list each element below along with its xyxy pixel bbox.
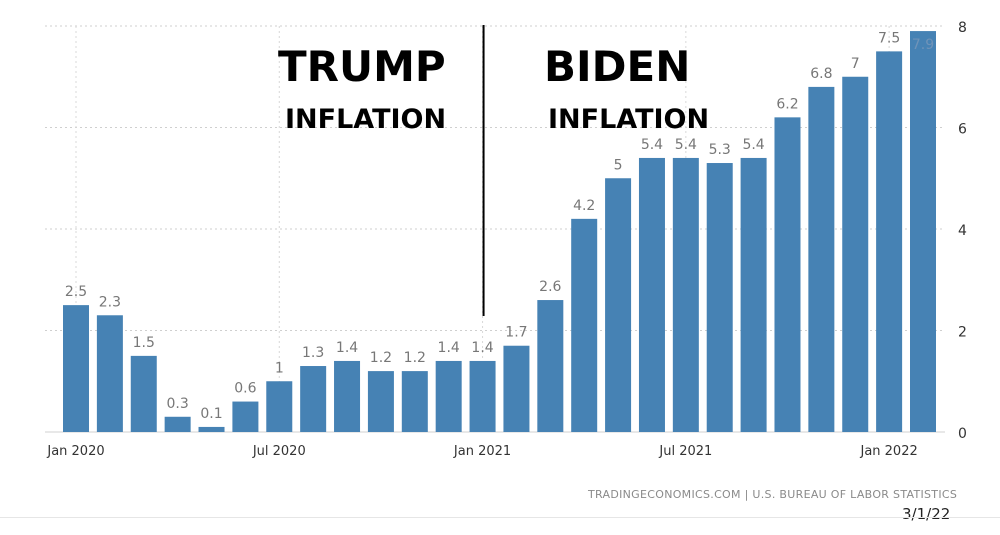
data-label: 0.6: [234, 381, 256, 397]
bar-sep-2021: [740, 157, 767, 432]
bar-aug-2020: [300, 366, 327, 432]
x-tick-label: Jan 2021: [453, 444, 511, 459]
bar-apr-2021: [571, 218, 598, 432]
bar-jan-2020: [63, 305, 89, 432]
data-label: 2.6: [539, 279, 561, 295]
bar-may-2020: [198, 426, 225, 432]
data-label: 1.4: [438, 340, 460, 356]
data-label: 1.3: [302, 345, 324, 361]
x-tick-label: Jul 2020: [252, 444, 306, 459]
data-label: 0.3: [167, 396, 189, 412]
bar-nov-2021: [808, 86, 835, 433]
bar-oct-2021: [774, 117, 801, 432]
bar-oct-2020: [367, 371, 394, 432]
bar-jan-2021: [469, 360, 496, 432]
data-label: 1.4: [336, 340, 358, 356]
bar-may-2021: [605, 178, 632, 432]
y-tick-label: 2: [958, 325, 967, 341]
y-tick-label: 8: [958, 20, 967, 36]
data-label: 0.1: [200, 406, 222, 422]
source-credit: TRADINGECONOMICS.COM | U.S. BUREAU OF LA…: [588, 488, 958, 501]
data-label: 1.2: [404, 350, 426, 366]
bar-jul-2021: [672, 157, 699, 432]
y-tick-label: 6: [958, 122, 967, 138]
bar-mar-2020: [130, 355, 157, 432]
data-label: 6.8: [810, 66, 832, 82]
data-label: 5.3: [709, 142, 731, 158]
data-label: 6.2: [776, 96, 798, 112]
y-tick-label: 0: [958, 426, 967, 442]
bar-feb-2021: [503, 345, 530, 432]
x-tick-label: Jul 2021: [658, 444, 712, 459]
data-label: 5.4: [742, 137, 764, 153]
biden-title: BIDEN: [544, 42, 691, 91]
bar-jun-2020: [232, 401, 259, 432]
trump-title: TRUMP: [278, 42, 446, 91]
bar-jan-2022: [876, 51, 903, 432]
bar-apr-2020: [164, 416, 191, 432]
y-tick-label: 4: [958, 223, 967, 239]
date-stamp: 3/1/22: [902, 505, 951, 523]
bar-aug-2021: [706, 163, 733, 432]
bar-nov-2020: [401, 371, 428, 432]
data-label: 1.5: [133, 335, 155, 351]
x-tick-label: Jan 2020: [46, 444, 104, 459]
trump-subtitle: INFLATION: [285, 104, 447, 135]
data-label: 7.9: [912, 37, 934, 53]
data-label: 1.4: [471, 340, 493, 356]
data-label: 1: [275, 360, 284, 376]
data-label: 2.3: [99, 294, 121, 310]
bar-mar-2021: [537, 300, 564, 432]
x-tick-label: Jan 2022: [859, 444, 917, 459]
data-label: 7.5: [878, 30, 900, 46]
data-label: 1.2: [370, 350, 392, 366]
bar-feb-2020: [96, 315, 123, 432]
bottom-divider: [0, 517, 1000, 518]
bar-dec-2020: [435, 360, 462, 432]
bar-dec-2021: [842, 76, 869, 432]
data-label: 4.2: [573, 198, 595, 214]
data-label: 1.7: [505, 325, 527, 341]
data-label: 5.4: [641, 137, 663, 153]
data-label: 7: [851, 56, 860, 72]
bar-jun-2021: [638, 157, 665, 432]
data-label: 5: [614, 157, 623, 173]
bar-jul-2020: [266, 381, 293, 432]
biden-subtitle: INFLATION: [548, 104, 710, 135]
bar-feb-2022: [910, 31, 936, 432]
data-label: 2.5: [65, 284, 87, 300]
data-label: 5.4: [675, 137, 697, 153]
bar-sep-2020: [334, 360, 361, 432]
